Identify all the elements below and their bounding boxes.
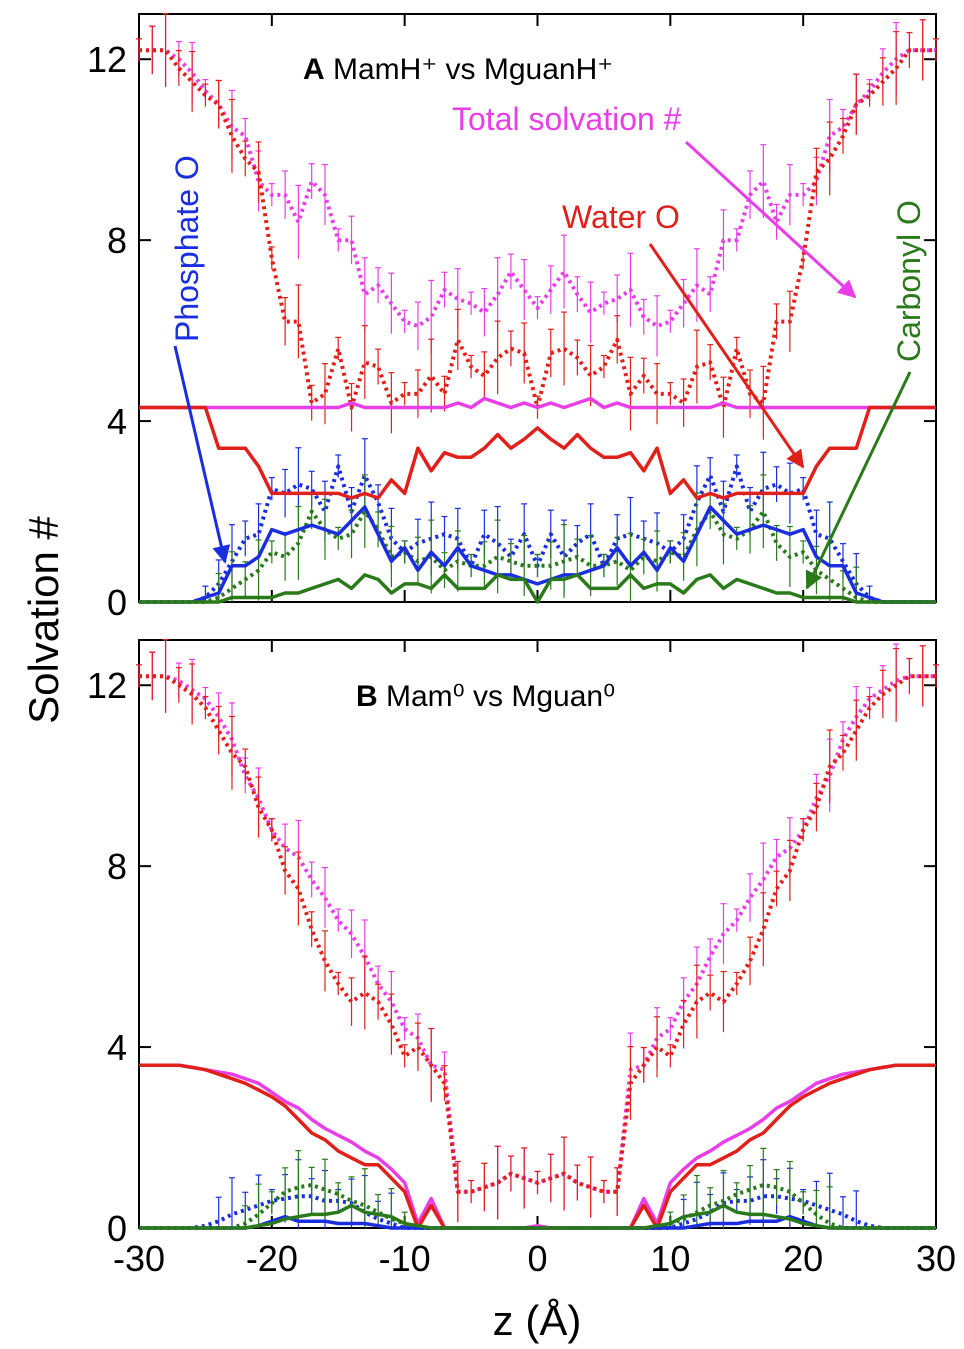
series-line-water-dotted xyxy=(139,674,936,1194)
panel-b-frame xyxy=(138,639,937,1229)
annotation-total-solvation: Total solvation # xyxy=(452,101,682,137)
x-tick-label: 0 xyxy=(527,1238,547,1279)
y-axis-title: Solvation # xyxy=(20,515,67,723)
panel-b: 0 4 8 12 -30 -20 -10 0 10 20 30 B Mam⁰ vs Mguan⁰ xyxy=(87,638,956,1279)
panel-b-title: B Mam⁰ vs Mguan⁰ xyxy=(356,680,615,713)
annotation-arrow-water xyxy=(648,243,805,469)
annotation-arrow-phosphate xyxy=(173,345,231,564)
series-line-water-solid xyxy=(139,405,936,500)
x-axis-title: z (Å) xyxy=(493,1297,582,1344)
series-line-phosphate-solid xyxy=(139,505,936,604)
x-tick-label: -10 xyxy=(379,1238,431,1279)
y-tick-label: 4 xyxy=(107,401,127,442)
panel-a-title: A MamH⁺ vs MguanH⁺ xyxy=(303,53,613,86)
y-tick-label: 12 xyxy=(87,665,127,706)
x-tick-label: -20 xyxy=(246,1238,298,1279)
panel-a: 0 4 8 12 A MamH⁺ vs MguanH⁺ Total solvation… xyxy=(87,12,939,623)
series-line-total-solid xyxy=(139,396,936,410)
y-tick-label: 12 xyxy=(87,39,127,80)
y-tick-label: 0 xyxy=(107,1208,127,1249)
series-line-carbonyl-solid xyxy=(139,573,936,604)
y-tick-label: 4 xyxy=(107,1027,127,1068)
x-tick-label: 30 xyxy=(916,1238,956,1279)
y-tick-label: 8 xyxy=(107,846,127,887)
annotation-arrow-total xyxy=(684,140,857,299)
x-tick-label: 20 xyxy=(783,1238,823,1279)
y-tick-label: 0 xyxy=(107,582,127,623)
x-tick-label: -30 xyxy=(113,1238,165,1279)
y-tick-label: 8 xyxy=(107,220,127,261)
annotation-arrow-carbonyl xyxy=(805,371,912,590)
annotation-water-o: Water O xyxy=(562,199,680,235)
series-line-total-solid xyxy=(139,1063,936,1230)
series-line-total-dotted xyxy=(139,674,936,1194)
annotation-phosphate-o: Phosphate O xyxy=(169,155,205,342)
x-tick-label: 10 xyxy=(650,1238,690,1279)
annotation-carbonyl-o: Carbonyl O xyxy=(891,200,927,362)
series-line-carbonyl-solid xyxy=(139,1203,936,1230)
